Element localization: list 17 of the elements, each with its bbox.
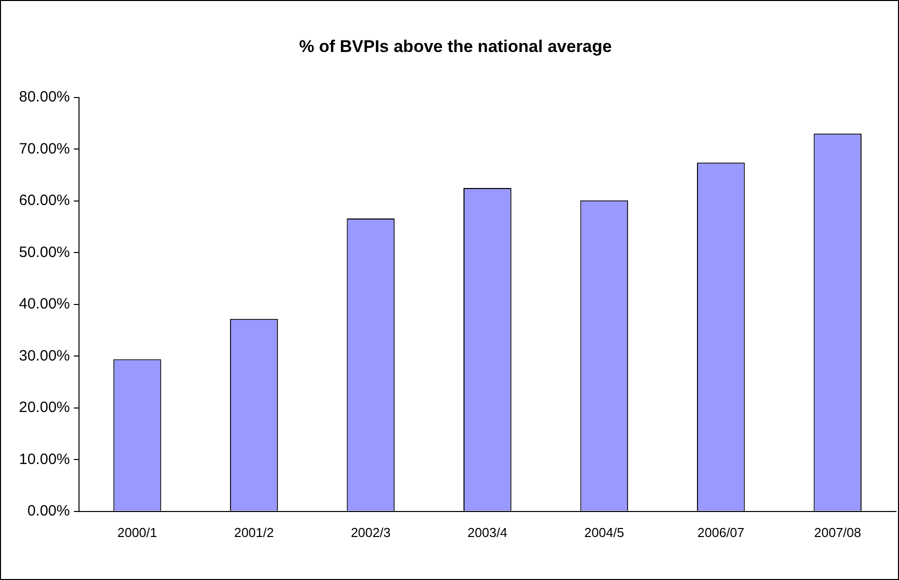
chart-title: % of BVPIs above the national average [299, 36, 612, 56]
y-tick-label: 10.00% [19, 450, 70, 468]
y-tick-label: 50.00% [19, 244, 70, 261]
y-tick-label: 60.00% [19, 192, 70, 210]
y-tick-label: 80.00% [19, 88, 70, 106]
x-tick-label: 2002/3 [350, 524, 391, 540]
y-tick-label: 70.00% [19, 140, 70, 158]
y-tick-label: 30.00% [19, 347, 70, 364]
x-tick-label: 2000/1 [117, 524, 158, 540]
x-tick-label: 2001/2 [234, 524, 274, 540]
x-tick-label: 2006/07 [697, 524, 744, 540]
y-tick-label: 40.00% [19, 296, 70, 313]
y-tick-label: 20.00% [19, 399, 70, 416]
x-tick-label: 2004/5 [584, 524, 624, 540]
x-tick-label: 2007/08 [814, 524, 862, 540]
y-tick-label: 0.00% [27, 502, 70, 520]
x-tick-label: 2003/4 [468, 524, 508, 540]
